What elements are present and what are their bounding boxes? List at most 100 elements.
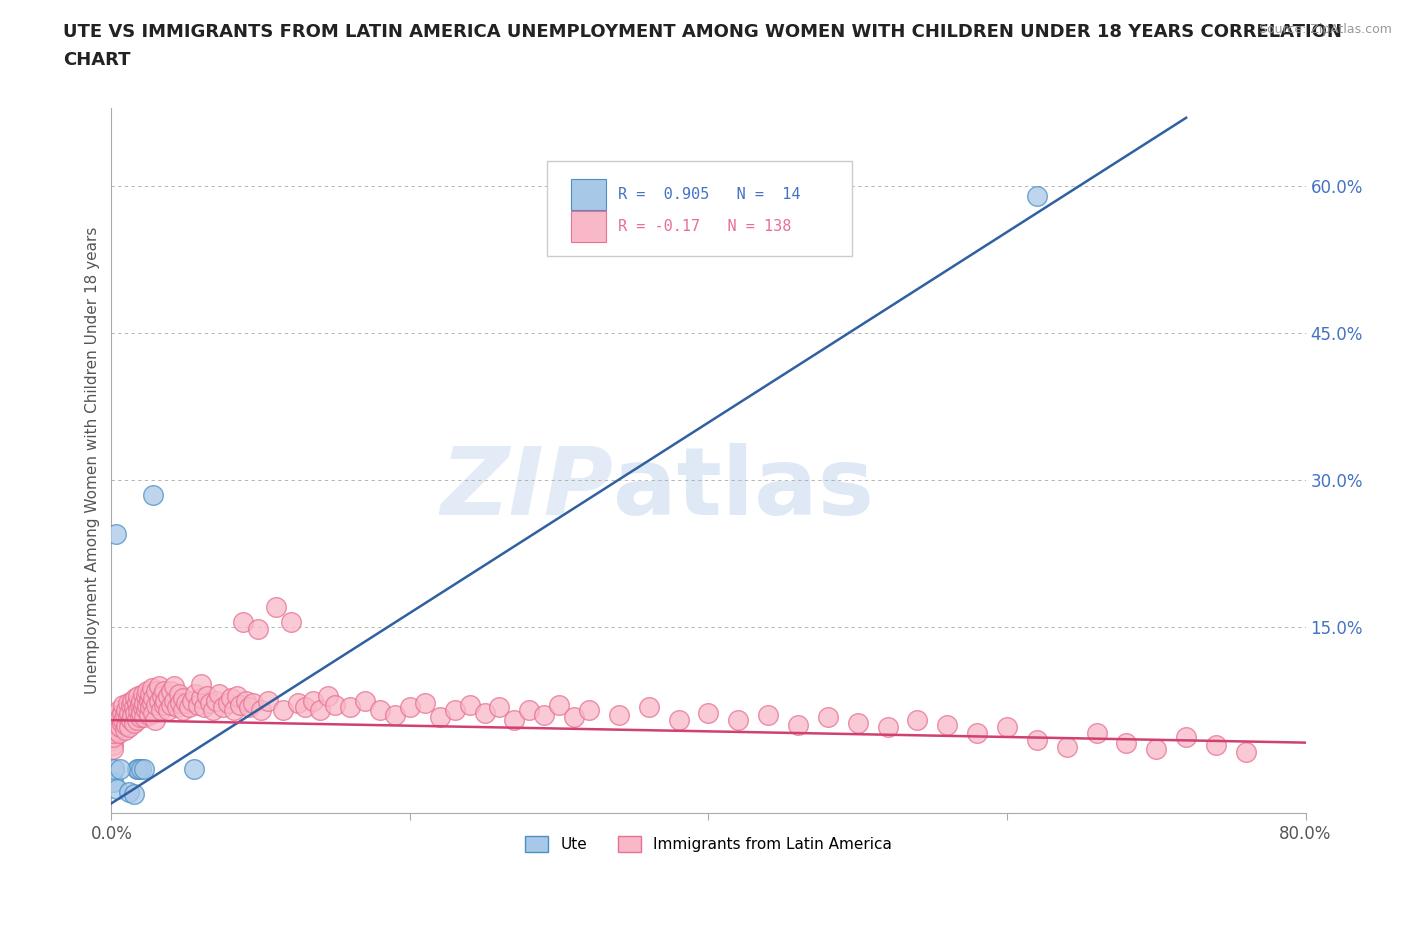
Point (533, 708, 555, 723)
Point (122, 715, 145, 730)
Point (138, 693, 160, 708)
Point (101, 775, 124, 790)
Point (105, 710, 128, 724)
Y-axis label: Unemployment Among Women with Children Under 18 years: Unemployment Among Women with Children U… (86, 227, 100, 695)
Point (413, 696, 436, 711)
Point (104, 723, 127, 737)
Point (134, 710, 156, 724)
FancyBboxPatch shape (547, 161, 852, 256)
Point (134, 696, 156, 711)
Point (1144, 742, 1167, 757)
Point (936, 718, 959, 733)
Point (229, 698, 252, 712)
Point (1025, 189, 1047, 204)
Point (129, 706, 152, 721)
Point (101, 712, 124, 727)
Point (339, 700, 361, 715)
Point (124, 706, 146, 721)
Point (152, 698, 174, 712)
Point (118, 720, 141, 735)
Point (246, 621, 269, 636)
Point (287, 696, 309, 711)
Point (503, 712, 526, 727)
Point (135, 688, 157, 703)
Point (132, 700, 155, 715)
Point (128, 710, 150, 724)
Point (876, 720, 898, 735)
Point (104, 526, 127, 541)
Point (167, 686, 190, 701)
Text: ZIP: ZIP (440, 443, 613, 535)
Point (323, 698, 346, 712)
Point (257, 693, 280, 708)
Point (172, 690, 194, 705)
Point (127, 762, 149, 777)
Point (474, 706, 496, 721)
Point (122, 786, 145, 801)
Point (517, 703, 540, 718)
Legend: Ute, Immigrants from Latin America: Ute, Immigrants from Latin America (519, 830, 898, 858)
Point (110, 720, 132, 735)
Point (668, 712, 690, 727)
Point (153, 693, 176, 708)
Point (181, 693, 204, 708)
Point (127, 703, 149, 718)
Point (105, 718, 128, 733)
Point (443, 703, 465, 718)
Point (846, 715, 869, 730)
Point (166, 700, 188, 715)
Point (115, 703, 138, 718)
Point (195, 688, 218, 703)
Point (101, 708, 124, 723)
Point (101, 742, 124, 757)
Text: Source: ZipAtlas.com: Source: ZipAtlas.com (1258, 23, 1392, 36)
Point (101, 725, 124, 740)
Point (160, 684, 183, 698)
Point (217, 696, 239, 711)
Point (1025, 732, 1047, 747)
Point (138, 708, 160, 723)
Point (129, 762, 152, 777)
Point (141, 681, 163, 696)
Point (242, 696, 264, 711)
Point (110, 710, 132, 724)
Point (142, 487, 165, 502)
Point (160, 698, 183, 712)
Point (907, 712, 929, 727)
Point (149, 703, 172, 718)
Text: R =  0.905   N =  14: R = 0.905 N = 14 (617, 187, 800, 202)
Point (124, 690, 146, 705)
Point (177, 700, 200, 715)
Text: R = -0.17   N = 138: R = -0.17 N = 138 (617, 219, 792, 234)
Text: CHART: CHART (63, 51, 131, 69)
Point (118, 784, 141, 799)
Point (458, 698, 481, 712)
Point (103, 720, 125, 735)
Point (111, 715, 134, 730)
Point (787, 718, 810, 733)
Point (187, 698, 209, 712)
Point (399, 700, 422, 715)
Point (103, 715, 125, 730)
Point (142, 690, 165, 705)
Point (368, 703, 391, 718)
Point (101, 729, 124, 744)
Point (101, 718, 124, 733)
Point (104, 708, 127, 723)
Point (172, 703, 194, 718)
Point (1056, 739, 1078, 754)
Point (104, 712, 127, 727)
Point (562, 710, 585, 724)
Point (136, 698, 159, 712)
Point (302, 693, 325, 708)
Point (235, 693, 257, 708)
FancyBboxPatch shape (571, 211, 606, 242)
Point (112, 698, 135, 712)
Point (121, 708, 143, 723)
Point (112, 712, 135, 727)
Point (697, 706, 720, 721)
Point (201, 703, 224, 718)
Point (1115, 736, 1137, 751)
Point (727, 712, 749, 727)
Point (139, 700, 162, 715)
